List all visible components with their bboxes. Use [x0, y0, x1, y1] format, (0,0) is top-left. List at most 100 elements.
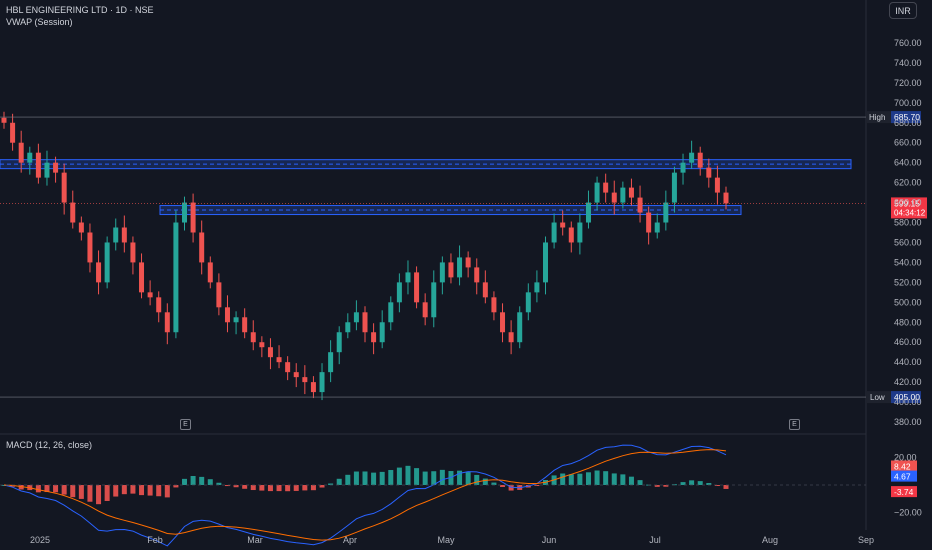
candle-body	[130, 242, 136, 263]
macd-histogram-bar	[353, 471, 359, 485]
macd-histogram-bar	[276, 485, 282, 492]
price-tick-label: 640.00	[894, 158, 922, 168]
candle-body	[207, 262, 213, 283]
candle-body	[500, 312, 506, 333]
macd-histogram-bar	[147, 485, 153, 496]
candle-body	[379, 322, 385, 343]
candle-body	[353, 312, 359, 323]
macd-histogram-bar	[396, 467, 402, 485]
macd-histogram-bar	[70, 485, 76, 498]
macd-histogram-bar	[130, 485, 136, 494]
signal-line	[3, 449, 727, 541]
time-axis-label: Jun	[542, 535, 557, 545]
macd-readout-value: -3.74	[894, 487, 914, 497]
macd-histogram-bar	[474, 474, 480, 485]
macd-histogram-bar	[714, 485, 720, 486]
macd-histogram-bar	[336, 478, 342, 485]
candle-body	[671, 172, 677, 203]
macd-histogram-bar	[190, 475, 196, 485]
candle-body	[224, 307, 230, 323]
price-tick-label: 500.00	[894, 297, 922, 307]
candle-body	[113, 227, 119, 243]
macd-histogram-bar	[422, 471, 428, 485]
candle-body	[637, 197, 643, 213]
candle-body	[611, 192, 617, 203]
price-tick-label: 660.00	[894, 138, 922, 148]
candle-body	[482, 282, 488, 298]
macd-histogram-bar	[362, 471, 368, 485]
price-tick-label: 740.00	[894, 58, 922, 68]
candle-body	[551, 222, 557, 243]
macd-histogram-bar	[465, 472, 471, 485]
earnings-marker[interactable]: E	[180, 419, 191, 430]
candle-body	[216, 282, 222, 308]
macd-histogram-bar	[680, 482, 686, 485]
candle-body	[568, 227, 574, 243]
currency-button[interactable]: INR	[889, 2, 917, 19]
macd-legend[interactable]: MACD (12, 26, close)	[6, 440, 93, 450]
macd-histogram-bar	[164, 485, 170, 498]
macd-readout-value: 4.67	[894, 472, 911, 482]
candle-body	[242, 317, 248, 333]
candle-body	[388, 302, 394, 323]
price-tick-label: 400.00	[894, 397, 922, 407]
time-axis-label: May	[437, 535, 455, 545]
bar-countdown: 04:34:12	[894, 208, 926, 217]
candle-body	[139, 262, 145, 293]
macd-histogram-bar	[500, 485, 506, 487]
macd-histogram-bar	[457, 470, 463, 485]
candle-body	[10, 122, 16, 143]
candle-body	[27, 152, 33, 163]
price-tick-label: 380.00	[894, 417, 922, 427]
macd-histogram-bar	[388, 470, 394, 485]
macd-histogram-bar	[414, 468, 420, 485]
candle-body	[18, 142, 24, 163]
low-tag-bg	[866, 391, 891, 404]
macd-histogram-bar	[328, 483, 334, 485]
macd-histogram-bar	[620, 474, 626, 485]
candle-body	[70, 202, 76, 223]
macd-histogram-bar	[78, 485, 84, 499]
candle-body	[534, 282, 540, 293]
price-tick-label: 480.00	[894, 317, 922, 327]
macd-histogram-bar	[156, 485, 162, 497]
macd-readout-bg	[891, 470, 917, 482]
candle-body	[310, 382, 316, 393]
vwap-legend[interactable]: VWAP (Session)	[6, 17, 73, 27]
macd-histogram-bar	[53, 485, 59, 493]
candle-body	[259, 342, 265, 348]
macd-histogram-bar	[302, 485, 308, 491]
time-axis-label: Apr	[343, 535, 357, 545]
candle-body	[689, 152, 695, 163]
candle-body	[594, 182, 600, 203]
candle-body	[405, 272, 411, 283]
candle-body	[44, 162, 50, 178]
candle-body	[585, 202, 591, 223]
candle-body	[190, 202, 196, 233]
price-tick-label: 560.00	[894, 237, 922, 247]
price-tick-label: 620.00	[894, 178, 922, 188]
candle-body	[706, 167, 712, 178]
candle-body	[1, 117, 7, 123]
earnings-marker[interactable]: E	[789, 419, 800, 430]
candle-body	[267, 347, 273, 358]
candle-body	[173, 222, 179, 333]
last-price-bg	[891, 197, 927, 219]
candle-body	[465, 257, 471, 268]
candle-body	[448, 262, 454, 278]
macd-histogram-bar	[87, 485, 93, 502]
candle-body	[560, 222, 566, 228]
macd-histogram-bar	[121, 485, 127, 495]
candle-body	[697, 152, 703, 168]
macd-histogram-bar	[319, 485, 325, 488]
candle-body	[414, 272, 420, 303]
macd-histogram-bar	[482, 478, 488, 485]
candle-body	[646, 212, 652, 233]
macd-histogram-bar	[267, 485, 273, 492]
high-tag-label: High	[869, 113, 885, 122]
time-axis-label: Mar	[247, 535, 263, 545]
price-tick-label: 760.00	[894, 38, 922, 48]
candle-body	[680, 162, 686, 173]
candle-body	[345, 322, 351, 333]
